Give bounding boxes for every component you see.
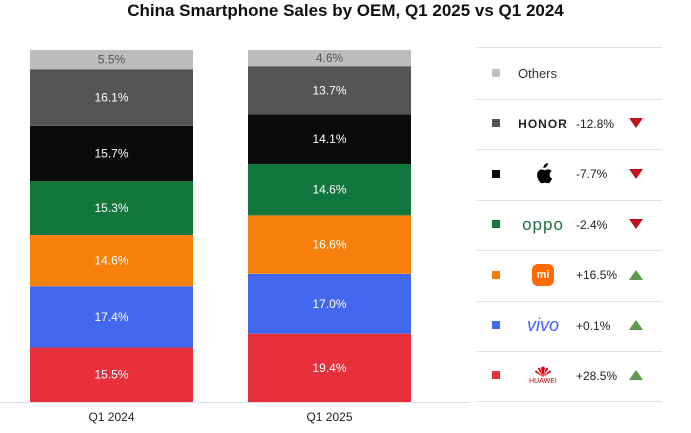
bar-value-label: 14.1% (312, 132, 346, 146)
legend-item-oppo: oppo -2.4% (476, 199, 662, 252)
legend-swatch (492, 270, 500, 279)
legend-change-value: +16.5% (576, 268, 618, 283)
legend-item-apple: -7.7% (476, 149, 662, 201)
bar-value-label: 16.1% (94, 91, 128, 105)
legend-swatch (492, 220, 500, 229)
apple-logo-icon (514, 149, 572, 200)
bar-value-label: 17.0% (312, 297, 346, 311)
bar-value-label: 16.6% (312, 238, 346, 252)
legend-item-huawei: HUAWEI +28.5% (476, 350, 662, 403)
legend-change-value: -2.4% (576, 217, 608, 232)
bar-segment-apple-2 (248, 114, 411, 164)
bar-segment-huawei-1 (30, 347, 193, 402)
legend-swatch (492, 321, 500, 329)
honor-logo-icon: HONOR (518, 116, 568, 131)
category-label: Q1 2024 (88, 410, 134, 424)
bar-value-label: 4.6% (316, 51, 344, 65)
legend-swatch (492, 119, 500, 128)
category-label: Q1 2025 (306, 410, 352, 424)
bar-segment-mi-1 (30, 235, 193, 287)
bar-value-label: 15.7% (94, 147, 128, 161)
legend-swatch (492, 169, 500, 178)
legend-change-value: +28.5% (576, 368, 618, 383)
category-labels-layer: Q1 2024 Q1 2025 (0, 402, 470, 424)
bar-value-label: 19.4% (312, 361, 346, 375)
bar-segment-mi-2 (248, 215, 411, 274)
legend-swatch (492, 371, 500, 380)
legend: Others HONOR -12.8% -7.7% oppo -2.4% mi +16.5% v… (476, 47, 662, 403)
up-triangle-icon (629, 269, 643, 280)
legend-change-value: +0.1% (576, 318, 611, 333)
up-triangle-icon (629, 370, 643, 381)
bar-segment-honor-1 (30, 69, 193, 126)
bar-segment-honor-2 (248, 66, 411, 115)
down-triangle-icon (629, 118, 643, 129)
legend-label: Others (518, 66, 558, 81)
legend-item-others: Others (476, 48, 662, 100)
bar-segment-huawei-2 (248, 333, 411, 402)
stacked-bar-chart: 15.5% 17.4% 14.6% 15.3% 15.7% 16.1% 5.5% 19.4% 1… (0, 50, 470, 424)
bar-value-label: 14.6% (312, 183, 346, 197)
chart-title: China Smartphone Sales by OEM, Q1 2025 v… (127, 1, 564, 20)
bar-value-label: 15.5% (94, 368, 128, 382)
bars-layer (30, 50, 411, 402)
huawei-logo-icon: HUAWEI (514, 350, 572, 401)
bar-segment-apple-1 (30, 126, 193, 182)
bar-value-label: 5.5% (98, 53, 126, 67)
vivo-logo-icon: vivo (526, 315, 559, 335)
legend-change-value: -7.7% (576, 167, 608, 182)
up-triangle-icon (629, 320, 643, 330)
mi-logo-icon: mi (514, 250, 572, 301)
bar-segment-vivo-2 (248, 273, 411, 334)
bar-segment-others-2 (248, 50, 411, 67)
legend-change-value: -12.8% (576, 116, 615, 131)
legend-item-honor: HONOR -12.8% (476, 98, 662, 151)
bar-value-label: 13.7% (312, 83, 346, 97)
bar-segment-vivo-1 (30, 286, 193, 348)
legend-swatch (492, 69, 500, 77)
down-triangle-icon (629, 219, 643, 230)
bar-segment-others-1 (30, 50, 193, 70)
down-triangle-icon (629, 168, 643, 179)
bar-segment-oppo-1 (30, 181, 193, 235)
legend-item-mi: mi +16.5% (476, 250, 662, 302)
segment-labels-layer: 15.5% 17.4% 14.6% 15.3% 15.7% 16.1% 5.5% 19.4% 1… (94, 51, 346, 382)
bar-segment-oppo-2 (248, 164, 411, 216)
bar-value-label: 17.4% (94, 310, 128, 324)
legend-item-vivo: vivo +0.1% (476, 300, 662, 352)
bar-value-label: 15.3% (94, 201, 128, 215)
bar-value-label: 14.6% (94, 254, 128, 268)
oppo-logo-icon: oppo (522, 214, 564, 234)
